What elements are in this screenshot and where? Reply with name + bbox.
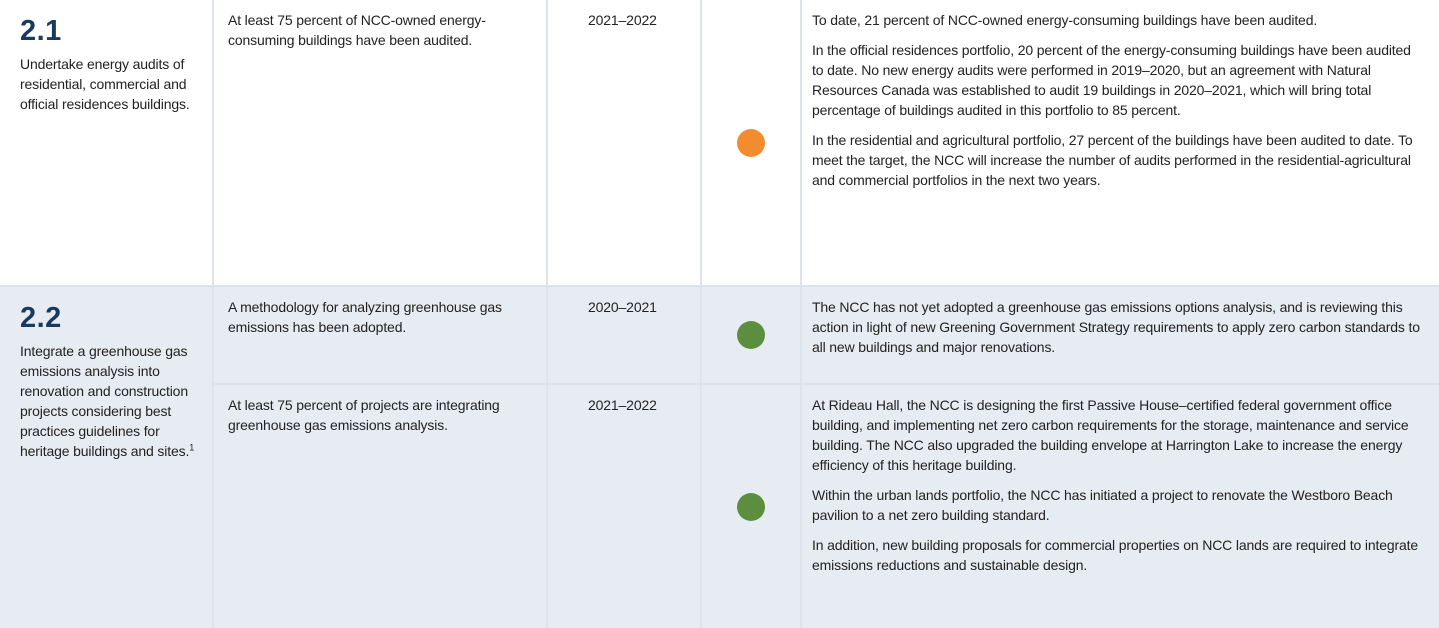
progress-cell: To date, 21 percent of NCC-owned energy-… [802, 0, 1439, 285]
indicator-cell: A methodology for analyzing greenhouse g… [214, 287, 546, 383]
status-dot [737, 492, 765, 521]
year-cell: 2021–2022 [548, 0, 700, 285]
indicator-cell: At least 75 percent of NCC-owned energy-… [214, 0, 546, 285]
indicator: A methodology for analyzing greenhouse g… [228, 299, 502, 335]
progress-text: In the residential and agricultural port… [812, 132, 1413, 188]
status-dot [737, 321, 765, 349]
action-cell: 2.2 Integrate a greenhouse gas emissions … [0, 287, 212, 628]
action-number: 2.2 [20, 302, 62, 334]
progress-text: At Rideau Hall, the NCC is designing the… [812, 397, 1409, 473]
progress-cell: At Rideau Hall, the NCC is designing the… [802, 385, 1439, 628]
indicator: At least 75 percent of projects are inte… [228, 397, 500, 433]
progress-cell: The NCC has not yet adopted a greenhouse… [802, 287, 1439, 383]
status-cell [702, 287, 800, 383]
progress-text: In addition, new building proposals for … [812, 537, 1418, 573]
progress-text: In the official residences portfolio, 20… [812, 42, 1411, 118]
progress-text: To date, 21 percent of NCC-owned energy-… [812, 12, 1318, 28]
year-cell: 2021–2022 [548, 385, 700, 628]
action-cell: 2.1 Undertake energy audits of residentia… [0, 0, 212, 285]
action-number: 2.1 [20, 15, 62, 47]
status-dot [737, 128, 765, 157]
indicator-cell: At least 75 percent of projects are inte… [214, 385, 546, 628]
action-text: Undertake energy audits of residential, … [20, 56, 190, 112]
year-cell: 2020–2021 [548, 287, 700, 383]
progress-text: The NCC has not yet adopted a greenhouse… [812, 299, 1420, 355]
year: 2021–2022 [588, 12, 657, 28]
status-cell [702, 385, 800, 628]
status-cell [702, 0, 800, 285]
year: 2021–2022 [588, 397, 657, 413]
footnote: 1 [189, 442, 195, 453]
progress-text: Within the urban lands portfolio, the NC… [812, 487, 1393, 523]
indicator: At least 75 percent of NCC-owned energy-… [228, 12, 486, 48]
year: 2020–2021 [588, 299, 657, 315]
action-text: Integrate a greenhouse gas emissions ana… [20, 343, 195, 459]
